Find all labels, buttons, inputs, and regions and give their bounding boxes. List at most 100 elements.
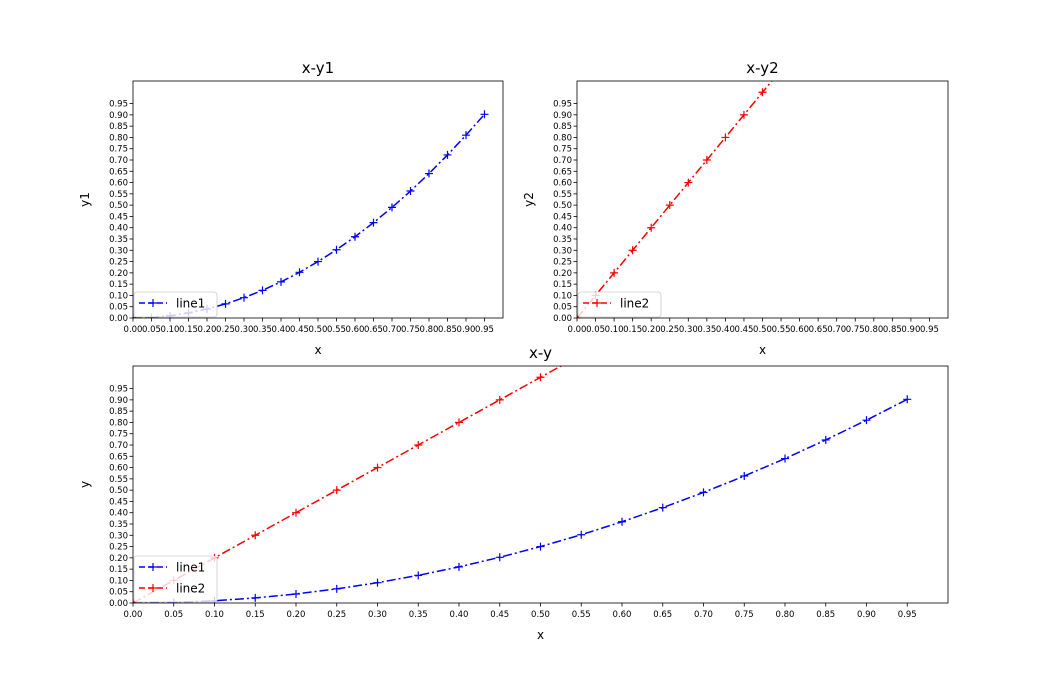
marker [702, 156, 711, 164]
y-tick-label: 0.15 [109, 280, 128, 290]
y-tick-label: 0.80 [109, 418, 128, 428]
x-tick-label: 0.25 [327, 610, 346, 620]
y-tick-label: 0.95 [553, 100, 572, 110]
y-tick-label: 0.75 [109, 430, 128, 440]
x-tick-label: 0.40 [716, 325, 735, 335]
legend-label: line1 [176, 561, 205, 575]
legend-marker [149, 299, 157, 307]
marker [414, 441, 423, 449]
y-tick-label: 0.55 [553, 190, 572, 200]
y-tick-label: 0.30 [109, 531, 128, 541]
y-tick-label: 0.85 [109, 122, 128, 132]
y-tick-label: 0.40 [109, 509, 128, 519]
y-tick-label: 0.40 [553, 224, 572, 234]
x-tick-label: 0.50 [309, 325, 328, 335]
marker [373, 463, 382, 472]
marker [258, 286, 267, 295]
legend-box [577, 291, 662, 318]
legend-label: line2 [620, 297, 649, 311]
axes-frame [132, 80, 504, 319]
y-tick-label: 0.00 [553, 314, 572, 324]
marker [332, 584, 341, 593]
y-tick-label: 0.25 [109, 543, 128, 553]
marker [684, 178, 693, 187]
y-tick-label: 0.75 [553, 145, 572, 155]
marker [480, 110, 489, 119]
marker [647, 223, 656, 232]
marker [462, 131, 470, 140]
legend-label: line1 [176, 297, 205, 311]
x-tick-label: 0.85 [438, 325, 457, 335]
x-tick-label: 0.15 [623, 325, 642, 335]
line [133, 366, 563, 603]
chart-title: x-y2 [746, 59, 778, 77]
marker [425, 169, 433, 178]
x-tick-label: 0.05 [164, 610, 183, 620]
marker [833, 0, 841, 6]
y-tick-label: 0.95 [109, 100, 128, 110]
x-tick-label: 0.20 [642, 325, 661, 335]
marker [577, 351, 585, 359]
x-tick-label: 0.60 [613, 610, 632, 620]
marker [277, 277, 285, 286]
x-tick-label: 0.05 [586, 325, 605, 335]
y-tick-label: 0.70 [109, 156, 128, 166]
y-tick-label: 0.15 [553, 280, 572, 290]
x-tick-label: 0.80 [420, 325, 439, 335]
line [577, 81, 773, 318]
x-tick-label: 0.75 [401, 325, 420, 335]
x-tick-label: 0.45 [290, 325, 309, 335]
y-tick-label: 0.20 [109, 269, 128, 279]
marker [862, 416, 871, 425]
x-tick-label: 0.65 [364, 325, 383, 335]
x-tick-label: 0.10 [161, 325, 180, 335]
x-tick-label: 0.20 [198, 325, 217, 335]
x-tick-label: 0.95 [920, 325, 939, 335]
x-tick-label: 0.30 [368, 610, 387, 620]
plot-area [133, 81, 503, 318]
legend-marker [149, 584, 157, 592]
marker [577, 530, 586, 539]
x-tick-label: 0.40 [450, 610, 469, 620]
marker [443, 150, 452, 159]
marker [821, 435, 830, 444]
marker [758, 88, 767, 97]
y-tick-label: 0.10 [553, 291, 572, 301]
x-tick-label: 0.90 [457, 325, 476, 335]
marker [740, 472, 749, 481]
x-tick-label: 0.70 [827, 325, 846, 335]
x-tick-label: 0.80 [776, 610, 795, 620]
x-tick-label: 0.00 [568, 325, 587, 335]
x-tick-label: 0.50 [531, 610, 550, 620]
y-tick-label: 0.20 [109, 554, 128, 564]
marker [618, 517, 626, 526]
x-tick-label: 0.70 [694, 610, 713, 620]
y-tick-label: 0.90 [553, 111, 572, 121]
marker [610, 268, 619, 277]
y-tick-label: 0.70 [553, 156, 572, 166]
marker [495, 553, 504, 562]
x-tick-label: 0.35 [409, 610, 428, 620]
y-tick-label: 0.45 [109, 497, 128, 507]
marker [332, 245, 341, 254]
x-tick-label: 0.55 [772, 325, 791, 335]
y-tick-label: 0.65 [109, 452, 128, 462]
x-tick-label: 0.80 [864, 325, 883, 335]
x-tick-label: 0.55 [327, 325, 346, 335]
y-tick-label: 0.80 [553, 133, 572, 143]
x-tick-label: 0.65 [653, 610, 672, 620]
marker [665, 201, 674, 210]
x-tick-label: 0.75 [735, 610, 754, 620]
x-tick-label: 0.70 [383, 325, 402, 335]
marker [373, 578, 382, 587]
y-axis-label: y1 [78, 192, 92, 207]
y-tick-label: 0.65 [553, 167, 572, 177]
x-tick-label: 0.20 [287, 610, 306, 620]
x-tick-label: 0.00 [124, 610, 143, 620]
marker [369, 218, 378, 227]
marker [314, 257, 322, 266]
legend-marker [149, 563, 157, 571]
y-tick-label: 0.35 [109, 520, 128, 530]
marker [495, 395, 504, 404]
legend: line2 [577, 291, 662, 318]
